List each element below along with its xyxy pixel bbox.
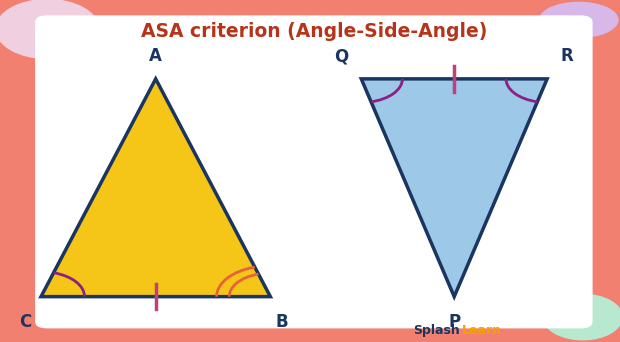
Text: B: B bbox=[276, 313, 288, 331]
Ellipse shape bbox=[543, 294, 620, 340]
Polygon shape bbox=[41, 79, 270, 297]
Polygon shape bbox=[361, 79, 547, 297]
Text: P: P bbox=[448, 313, 460, 331]
Ellipse shape bbox=[0, 0, 99, 58]
Text: ASA criterion (Angle-Side-Angle): ASA criterion (Angle-Side-Angle) bbox=[141, 22, 487, 41]
Text: R: R bbox=[560, 47, 574, 65]
Ellipse shape bbox=[539, 2, 618, 37]
Text: Splash: Splash bbox=[414, 324, 460, 337]
Text: Learn: Learn bbox=[462, 324, 502, 337]
Text: A: A bbox=[149, 47, 162, 65]
Text: C: C bbox=[19, 313, 32, 331]
FancyBboxPatch shape bbox=[35, 15, 593, 328]
Text: Q: Q bbox=[334, 47, 348, 65]
